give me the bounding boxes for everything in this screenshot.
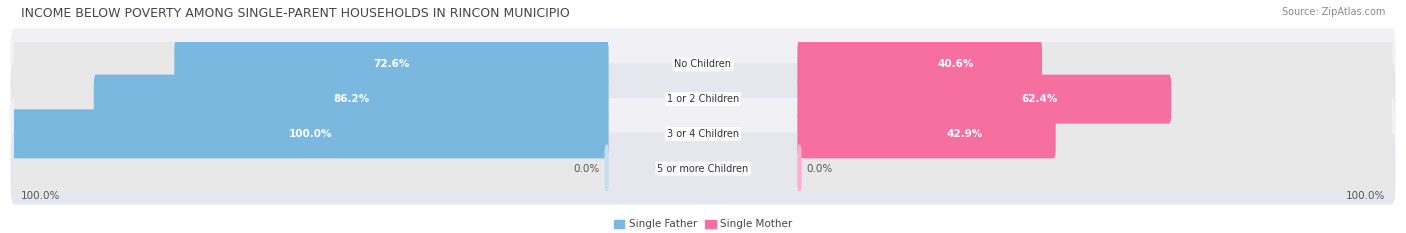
- FancyBboxPatch shape: [797, 40, 1393, 89]
- FancyBboxPatch shape: [605, 144, 609, 193]
- FancyBboxPatch shape: [13, 144, 609, 193]
- Legend: Single Father, Single Mother: Single Father, Single Mother: [610, 215, 796, 233]
- FancyBboxPatch shape: [797, 40, 1042, 89]
- FancyBboxPatch shape: [13, 40, 609, 89]
- FancyBboxPatch shape: [797, 144, 1393, 193]
- Text: 100.0%: 100.0%: [21, 191, 60, 201]
- FancyBboxPatch shape: [174, 40, 609, 89]
- FancyBboxPatch shape: [797, 144, 801, 193]
- FancyBboxPatch shape: [13, 75, 609, 124]
- FancyBboxPatch shape: [11, 133, 1395, 205]
- FancyBboxPatch shape: [11, 63, 1395, 135]
- Text: 100.0%: 100.0%: [1346, 191, 1385, 201]
- FancyBboxPatch shape: [11, 28, 1395, 100]
- FancyBboxPatch shape: [11, 98, 1395, 170]
- Text: Source: ZipAtlas.com: Source: ZipAtlas.com: [1281, 7, 1385, 17]
- Text: 0.0%: 0.0%: [574, 164, 599, 174]
- FancyBboxPatch shape: [797, 75, 1171, 124]
- Text: 5 or more Children: 5 or more Children: [658, 164, 748, 174]
- FancyBboxPatch shape: [13, 109, 609, 158]
- Text: 42.9%: 42.9%: [946, 129, 983, 139]
- Text: 86.2%: 86.2%: [333, 94, 370, 104]
- FancyBboxPatch shape: [797, 109, 1393, 158]
- FancyBboxPatch shape: [94, 75, 609, 124]
- Text: 40.6%: 40.6%: [938, 59, 974, 69]
- Text: 62.4%: 62.4%: [1022, 94, 1057, 104]
- Text: No Children: No Children: [675, 59, 731, 69]
- Text: 100.0%: 100.0%: [288, 129, 332, 139]
- Text: 3 or 4 Children: 3 or 4 Children: [666, 129, 740, 139]
- FancyBboxPatch shape: [797, 109, 1056, 158]
- Text: 1 or 2 Children: 1 or 2 Children: [666, 94, 740, 104]
- FancyBboxPatch shape: [797, 75, 1393, 124]
- Text: 0.0%: 0.0%: [807, 164, 832, 174]
- Text: INCOME BELOW POVERTY AMONG SINGLE-PARENT HOUSEHOLDS IN RINCON MUNICIPIO: INCOME BELOW POVERTY AMONG SINGLE-PARENT…: [21, 7, 569, 20]
- Text: 72.6%: 72.6%: [373, 59, 409, 69]
- FancyBboxPatch shape: [13, 109, 609, 158]
